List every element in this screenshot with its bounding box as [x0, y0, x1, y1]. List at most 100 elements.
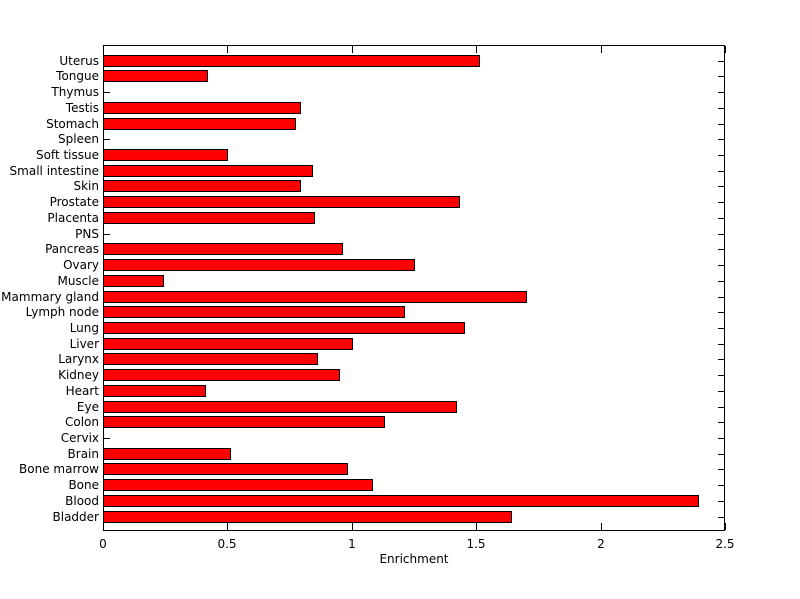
category-label-muscle: Muscle	[57, 273, 99, 288]
x-tick-label-1.5: 1.5	[466, 537, 486, 551]
bar-testis	[103, 102, 301, 114]
y-tick-right-kidney	[718, 375, 724, 376]
y-tick-right-liver	[718, 344, 724, 345]
bar-eye	[103, 401, 457, 413]
y-tick-right-uterus	[718, 61, 724, 62]
x-tick-bottom-1.5	[476, 523, 477, 530]
y-tick-right-tongue	[718, 76, 724, 77]
category-label-cervix: Cervix	[60, 430, 99, 445]
x-tick-bottom-2	[601, 523, 602, 530]
bar-liver	[103, 338, 353, 350]
category-label-blood: Blood	[65, 493, 99, 508]
y-tick-left-spleen	[104, 139, 110, 140]
x-tick-label-0: 0	[99, 537, 107, 551]
x-axis-label: Enrichment	[379, 552, 449, 566]
category-label-bone-marrow: Bone marrow	[19, 462, 99, 477]
x-tick-bottom-0.5	[227, 523, 228, 530]
bar-pancreas	[103, 243, 343, 255]
y-tick-right-spleen	[718, 139, 724, 140]
y-tick-right-lymph-node	[718, 312, 724, 313]
category-label-colon: Colon	[64, 415, 99, 430]
x-tick-top-1.5	[476, 46, 477, 53]
bar-bone-marrow	[103, 463, 348, 475]
category-label-bone: Bone	[68, 478, 99, 493]
y-tick-right-stomach	[718, 124, 724, 125]
category-label-liver: Liver	[69, 336, 99, 351]
x-tick-top-1	[352, 46, 353, 53]
category-label-stomach: Stomach	[46, 116, 99, 131]
y-tick-right-larynx	[718, 359, 724, 360]
y-tick-right-bone	[718, 485, 724, 486]
bar-heart	[103, 385, 206, 397]
category-label-ovary: Ovary	[63, 258, 99, 273]
bar-larynx	[103, 353, 318, 365]
category-label-eye: Eye	[76, 399, 99, 414]
y-tick-right-placenta	[718, 218, 724, 219]
bar-blood	[103, 495, 699, 507]
y-tick-right-ovary	[718, 265, 724, 266]
bar-colon	[103, 416, 385, 428]
bar-soft-tissue	[103, 149, 228, 161]
category-label-skin: Skin	[73, 179, 99, 194]
category-label-thymus: Thymus	[51, 85, 99, 100]
category-label-tongue: Tongue	[56, 69, 99, 84]
x-tick-top-2	[601, 46, 602, 53]
category-label-larynx: Larynx	[58, 352, 99, 367]
category-label-lung: Lung	[69, 320, 99, 335]
category-label-soft-tissue: Soft tissue	[35, 148, 99, 163]
category-label-bladder: Bladder	[52, 509, 99, 524]
category-label-prostate: Prostate	[49, 195, 99, 210]
x-tick-label-2: 2	[597, 537, 605, 551]
x-tick-bottom-2.5	[725, 523, 726, 530]
category-label-small-intestine: Small intestine	[9, 163, 99, 178]
category-label-lymph-node: Lymph node	[25, 305, 99, 320]
category-label-spleen: Spleen	[58, 132, 99, 147]
bar-bone	[103, 479, 373, 491]
bar-stomach	[103, 118, 296, 130]
bar-muscle	[103, 275, 164, 287]
y-tick-right-pns	[718, 234, 724, 235]
x-tick-label-1: 1	[348, 537, 356, 551]
x-tick-top-2.5	[725, 46, 726, 53]
bar-skin	[103, 180, 301, 192]
y-tick-right-colon	[718, 422, 724, 423]
bar-uterus	[103, 55, 480, 67]
bar-small-intestine	[103, 165, 313, 177]
x-tick-bottom-0	[103, 523, 104, 530]
x-tick-label-0.5: 0.5	[217, 537, 237, 551]
bar-ovary	[103, 259, 415, 271]
y-tick-right-brain	[718, 454, 724, 455]
y-tick-right-lung	[718, 328, 724, 329]
y-tick-right-cervix	[718, 438, 724, 439]
x-tick-top-0	[103, 46, 104, 53]
bar-placenta	[103, 212, 315, 224]
bar-lymph-node	[103, 306, 405, 318]
bar-mammary-gland	[103, 291, 527, 303]
y-tick-right-muscle	[718, 281, 724, 282]
x-tick-bottom-1	[352, 523, 353, 530]
bar-bladder	[103, 511, 512, 523]
y-tick-left-cervix	[104, 438, 110, 439]
category-label-testis: Testis	[65, 100, 99, 115]
y-tick-right-soft-tissue	[718, 155, 724, 156]
category-label-brain: Brain	[67, 446, 99, 461]
y-tick-right-bladder	[718, 517, 724, 518]
category-label-pancreas: Pancreas	[45, 242, 99, 257]
category-label-pns: PNS	[75, 226, 99, 241]
y-tick-right-eye	[718, 407, 724, 408]
y-tick-right-small-intestine	[718, 171, 724, 172]
bar-tongue	[103, 70, 208, 82]
y-tick-right-prostate	[718, 202, 724, 203]
bar-lung	[103, 322, 465, 334]
category-label-heart: Heart	[65, 383, 99, 398]
category-label-placenta: Placenta	[47, 210, 99, 225]
y-tick-right-skin	[718, 186, 724, 187]
y-tick-right-testis	[718, 108, 724, 109]
x-tick-label-2.5: 2.5	[715, 537, 735, 551]
y-tick-right-bone-marrow	[718, 469, 724, 470]
x-tick-top-0.5	[227, 46, 228, 53]
y-tick-right-heart	[718, 391, 724, 392]
y-tick-right-blood	[718, 501, 724, 502]
plot-area	[103, 45, 726, 531]
